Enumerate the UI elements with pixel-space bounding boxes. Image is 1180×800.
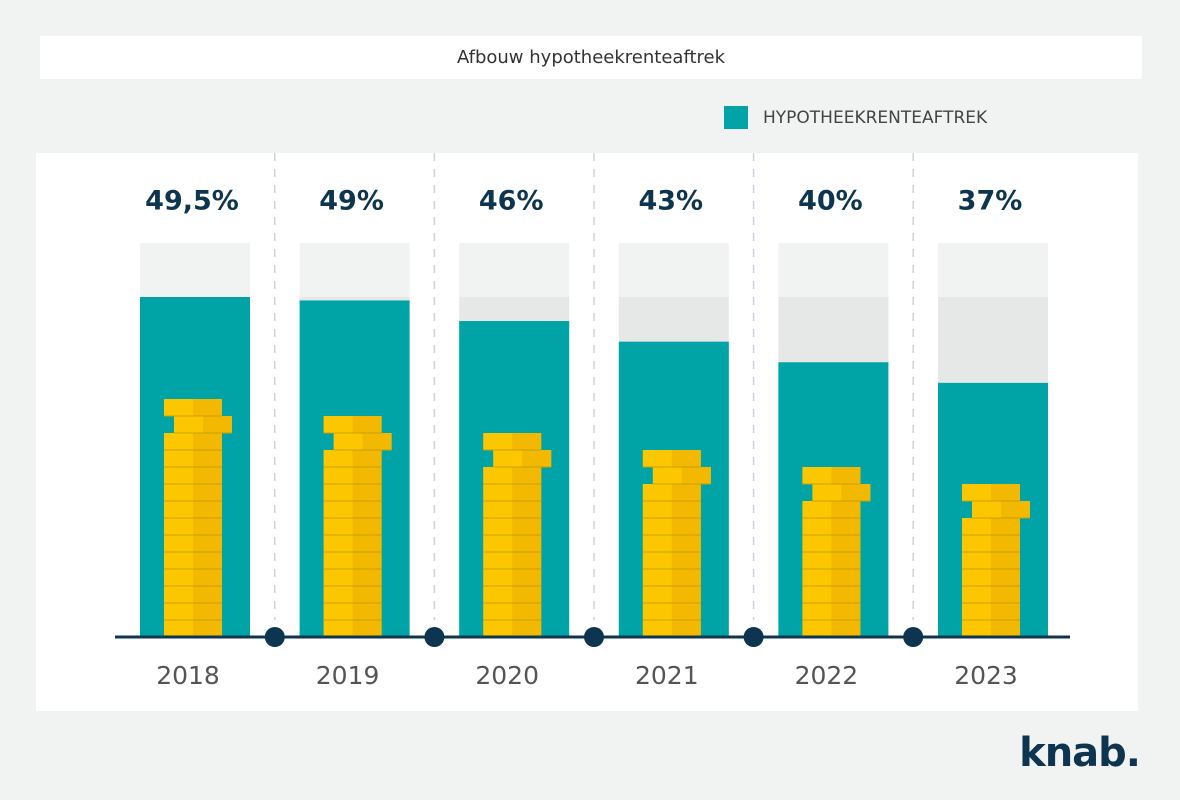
- coin-shade: [362, 433, 392, 450]
- coin-shade: [831, 518, 861, 535]
- coin-shade: [512, 467, 542, 484]
- coin-shade: [193, 484, 222, 501]
- coin-shade: [352, 501, 382, 518]
- coin-shade: [352, 603, 382, 620]
- coin-shade: [671, 586, 701, 603]
- coin-shade: [671, 620, 701, 637]
- coin-shade: [991, 569, 1020, 586]
- coin-shade: [831, 586, 861, 603]
- coin-shade: [991, 518, 1020, 535]
- coin-shade: [352, 467, 382, 484]
- coin-shade: [831, 552, 861, 569]
- coin-shade: [841, 484, 871, 501]
- coin-shade: [193, 569, 222, 586]
- coin-shade: [831, 467, 861, 484]
- data-label: 40%: [798, 186, 863, 217]
- coin-shade: [991, 586, 1020, 603]
- logo: knab.: [1019, 730, 1140, 776]
- divider-dot: [584, 627, 604, 647]
- coin-shade: [352, 569, 382, 586]
- coin-shade: [512, 535, 542, 552]
- coin-shade: [193, 399, 222, 416]
- coin-shade: [512, 620, 542, 637]
- coin-shade: [991, 552, 1020, 569]
- divider-dot: [424, 627, 445, 647]
- chart-title: Afbouw hypotheekrenteaftrek: [457, 47, 726, 68]
- coin-shade: [831, 501, 861, 518]
- coin-shade: [193, 501, 222, 518]
- coin-shade: [831, 535, 861, 552]
- coin-shade: [671, 535, 701, 552]
- coin-shade: [991, 484, 1020, 501]
- coin-shade: [352, 620, 382, 637]
- coin-shade: [193, 535, 222, 552]
- coin-shade: [512, 501, 542, 518]
- coin-shade: [671, 603, 701, 620]
- coin-shade: [671, 552, 701, 569]
- coin-shade: [831, 569, 861, 586]
- x-tick-label: 2019: [316, 661, 380, 690]
- coin-shade: [991, 620, 1020, 637]
- coin-shade: [193, 518, 222, 535]
- data-label: 37%: [958, 186, 1023, 217]
- data-label: 49,5%: [145, 186, 239, 217]
- coin-shade: [352, 586, 382, 603]
- divider-dot: [743, 627, 764, 647]
- coin-shade: [681, 467, 711, 484]
- coin-shade: [512, 552, 542, 569]
- x-tick-label: 2021: [635, 661, 699, 690]
- coin-shade: [1001, 501, 1030, 518]
- coin-shade: [193, 620, 222, 637]
- data-label: 43%: [638, 186, 703, 217]
- coin-shade: [352, 484, 382, 501]
- divider-dot: [903, 627, 924, 647]
- coin-shade: [193, 552, 222, 569]
- title-box: [40, 36, 1142, 79]
- coin-shade: [352, 535, 382, 552]
- coin-shade: [512, 518, 542, 535]
- coin-shade: [522, 450, 552, 467]
- coin-shade: [352, 552, 382, 569]
- plot: 49,5% 2018 49% 2019 46% 2020 43% 2021 40% 2022 37%…: [115, 153, 1070, 690]
- x-tick-label: 2022: [795, 661, 859, 690]
- legend-label: HYPOTHEEKRENTEAFTREK: [763, 108, 988, 128]
- divider-dot: [264, 627, 285, 647]
- x-tick-label: 2023: [954, 661, 1018, 690]
- coin-shade: [193, 433, 222, 450]
- coin-shade: [352, 518, 382, 535]
- coin-shade: [193, 586, 222, 603]
- coin-shade: [991, 535, 1020, 552]
- x-tick-label: 2018: [156, 661, 220, 690]
- coin-shade: [193, 467, 222, 484]
- coin-shade: [193, 450, 222, 467]
- coin-shade: [671, 569, 701, 586]
- coin-shade: [671, 518, 701, 535]
- coin-shade: [671, 484, 701, 501]
- coin-shade: [512, 569, 542, 586]
- coin-shade: [512, 433, 542, 450]
- coin-shade: [671, 501, 701, 518]
- coin-shade: [512, 484, 542, 501]
- coin-shade: [831, 620, 861, 637]
- coin-shade: [203, 416, 232, 433]
- coin-shade: [512, 586, 542, 603]
- coin-shade: [352, 450, 382, 467]
- coin-shade: [991, 603, 1020, 620]
- legend-swatch: [724, 106, 748, 129]
- coin-shade: [831, 603, 861, 620]
- coin-shade: [193, 603, 222, 620]
- data-label: 49%: [319, 186, 384, 217]
- x-tick-label: 2020: [475, 661, 539, 690]
- coin-shade: [352, 416, 382, 433]
- coin-shade: [671, 450, 701, 467]
- data-label: 46%: [479, 186, 544, 217]
- coin-shade: [512, 603, 542, 620]
